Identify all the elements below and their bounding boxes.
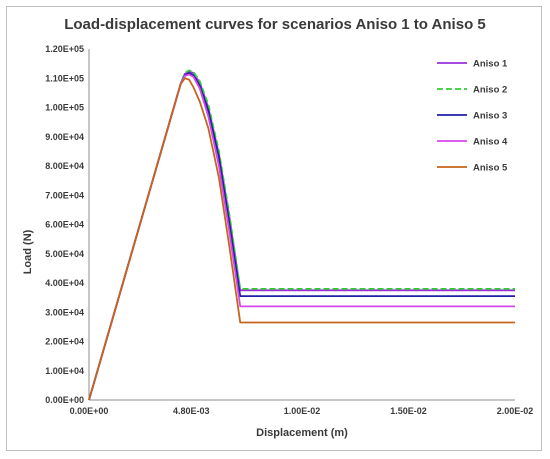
x-tick-label: 0.00E+00 bbox=[70, 406, 109, 416]
series-line-aniso-5 bbox=[88, 77, 515, 401]
x-tick-label: 1.00E-02 bbox=[284, 406, 321, 416]
legend-label-aniso-1: Aniso 1 bbox=[473, 59, 508, 70]
x-tick-label: 4.80E-03 bbox=[173, 406, 210, 416]
y-tick-label: 4.00E+04 bbox=[45, 278, 84, 288]
y-tick-label: 0.00E+00 bbox=[45, 395, 84, 405]
y-axis-label: Load (N) bbox=[22, 229, 34, 274]
series-line-aniso-2 bbox=[88, 69, 515, 401]
y-tick-labels: 0.00E+00 1.00E+04 2.00E+04 3.00E+04 4.00E+04… bbox=[45, 44, 84, 405]
y-tick-label: 5.00E+04 bbox=[45, 249, 84, 259]
series-line-aniso-4 bbox=[88, 73, 515, 401]
y-tick-label: 8.00E+04 bbox=[45, 161, 84, 171]
y-tick-label: 9.00E+04 bbox=[45, 132, 84, 142]
y-tick-label: 3.00E+04 bbox=[45, 307, 84, 317]
series-lines bbox=[88, 69, 515, 401]
series-line-aniso-3 bbox=[88, 72, 515, 401]
x-tick-label: 2.00E-02 bbox=[497, 406, 534, 416]
x-axis-label: Displacement (m) bbox=[256, 427, 348, 439]
chart-frame: Load-displacement curves for scenarios A… bbox=[6, 6, 542, 451]
y-tick-label: 6.00E+04 bbox=[45, 220, 84, 230]
chart-svg: Load-displacement curves for scenarios A… bbox=[22, 16, 534, 439]
y-tick-label: 1.00E+04 bbox=[45, 366, 84, 376]
legend-label-aniso-5: Aniso 5 bbox=[473, 163, 508, 174]
y-tick-label: 7.00E+04 bbox=[45, 190, 84, 200]
y-tick-label: 1.10E+05 bbox=[45, 73, 84, 83]
series-line-aniso-1 bbox=[88, 70, 515, 401]
y-tick-label: 1.00E+05 bbox=[45, 103, 84, 113]
y-tick-label: 1.20E+05 bbox=[45, 44, 84, 54]
x-tick-labels: 0.00E+00 4.80E-03 1.00E-02 1.50E-02 2.00E-02 bbox=[70, 406, 534, 416]
legend-label-aniso-4: Aniso 4 bbox=[473, 137, 508, 148]
chart-title: Load-displacement curves for scenarios A… bbox=[64, 16, 486, 33]
y-tick-label: 2.00E+04 bbox=[45, 337, 84, 347]
axes bbox=[88, 49, 515, 401]
x-tick-label: 1.50E-02 bbox=[390, 406, 427, 416]
legend-label-aniso-3: Aniso 3 bbox=[473, 111, 507, 122]
legend-label-aniso-2: Aniso 2 bbox=[473, 85, 507, 96]
legend: Aniso 1 Aniso 2 Aniso 3 Aniso 4 Aniso 5 bbox=[437, 59, 508, 174]
